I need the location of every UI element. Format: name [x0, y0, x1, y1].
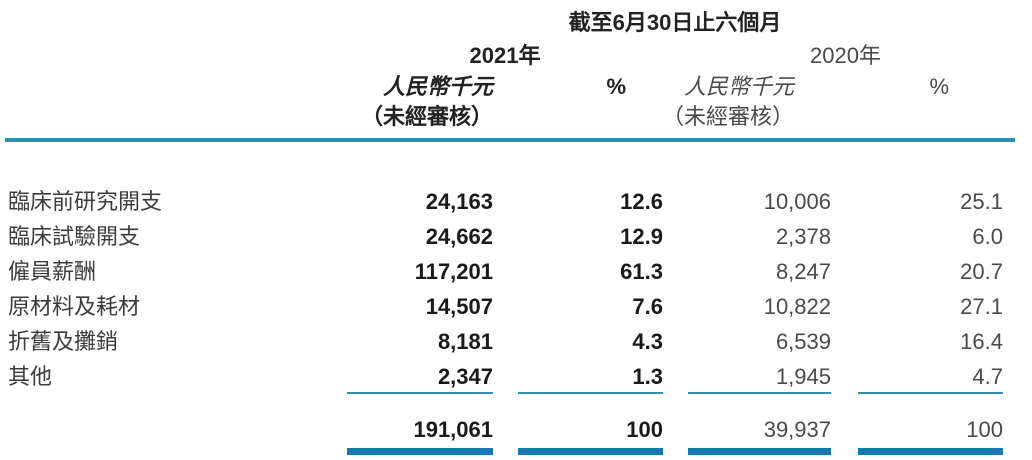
- header-spacer: [8, 8, 347, 38]
- cell-2020-percent: 25.1: [960, 189, 1003, 214]
- cell-2020-amount: 10,822: [763, 294, 831, 319]
- year-header-2021: 2021年: [469, 43, 541, 68]
- cell-2021-percent: 1.3: [518, 359, 663, 394]
- period-title: 截至6月30日止六個月: [568, 10, 782, 35]
- table-row: 原材料及耗材 14,507 7.6 10,822 27.1: [8, 289, 1003, 324]
- row-label: 臨床試驗開支: [8, 224, 141, 249]
- unit-header-2020: 人民幣千元: [683, 74, 794, 99]
- table-row: 其他 2,347 1.3 1,945 4.7: [8, 359, 1003, 394]
- cell-2020-amount: 8,247: [775, 259, 831, 284]
- total-2020-percent: 100: [858, 412, 1003, 455]
- unaudited-label-2021: （未經審核）: [360, 104, 493, 129]
- percent-header-2021: %: [606, 74, 626, 99]
- total-row: 191,061 100 39,937 100: [8, 412, 1003, 455]
- unit-header-row: 人民幣千元 % 人民幣千元 %: [8, 72, 1003, 102]
- year-header-row: 2021年 2020年: [8, 40, 1003, 72]
- year-header-2020: 2020年: [810, 43, 881, 68]
- table-row: 僱員薪酬 117,201 61.3 8,247 20.7: [8, 254, 1003, 289]
- table-header: 截至6月30日止六個月: [8, 8, 1003, 38]
- cell-2020-percent: 4.7: [858, 359, 1003, 394]
- cell-2021-amount: 117,201: [414, 259, 493, 284]
- cell-2021-amount: 2,347: [347, 359, 493, 394]
- cell-2020-percent: 16.4: [960, 329, 1003, 354]
- header-spacer: [8, 40, 347, 72]
- total-2020-amount: 39,937: [688, 412, 831, 455]
- cell-2021-amount: 14,507: [425, 294, 493, 319]
- cell-2021-percent: 12.9: [620, 224, 663, 249]
- unaudited-label-2020: （未經審核）: [661, 104, 794, 129]
- cell-2020-percent: 6.0: [972, 224, 1003, 249]
- cell-2021-percent: 61.3: [620, 259, 663, 284]
- cell-2020-amount: 10,006: [763, 189, 831, 214]
- unaudited-header-row: （未經審核） （未經審核）: [8, 102, 1003, 132]
- cell-2021-amount: 8,181: [437, 329, 493, 354]
- header-gap: [663, 40, 688, 72]
- cell-2020-percent: 20.7: [960, 259, 1003, 284]
- total-2021-amount: 191,061: [347, 412, 493, 455]
- table-row: 臨床前研究開支 24,163 12.6 10,006 25.1: [8, 184, 1003, 219]
- cell-2021-amount: 24,163: [425, 189, 493, 214]
- header-divider-rule: [5, 138, 1015, 142]
- cell-2020-percent: 27.1: [960, 294, 1003, 319]
- table-row: 臨床試驗開支 24,662 12.9 2,378 6.0: [8, 219, 1003, 254]
- cell-2020-amount: 1,945: [688, 359, 831, 394]
- row-label: 僱員薪酬: [8, 259, 97, 284]
- cell-2021-percent: 4.3: [632, 329, 663, 354]
- row-label: 原材料及耗材: [8, 294, 141, 319]
- unit-header-2021: 人民幣千元: [382, 74, 493, 99]
- cell-2021-amount: 24,662: [425, 224, 493, 249]
- total-row-label: [8, 412, 347, 455]
- percent-header-2020: %: [929, 74, 949, 99]
- row-label: 其他: [8, 364, 53, 389]
- cell-2021-percent: 12.6: [620, 189, 663, 214]
- cell-2020-amount: 6,539: [775, 329, 831, 354]
- table-row: 折舊及攤銷 8,181 4.3 6,539 16.4: [8, 324, 1003, 359]
- row-label: 折舊及攤銷: [8, 329, 119, 354]
- cell-2021-percent: 7.6: [632, 294, 663, 319]
- cell-2020-amount: 2,378: [775, 224, 831, 249]
- total-2021-percent: 100: [518, 412, 663, 455]
- row-label: 臨床前研究開支: [8, 189, 163, 214]
